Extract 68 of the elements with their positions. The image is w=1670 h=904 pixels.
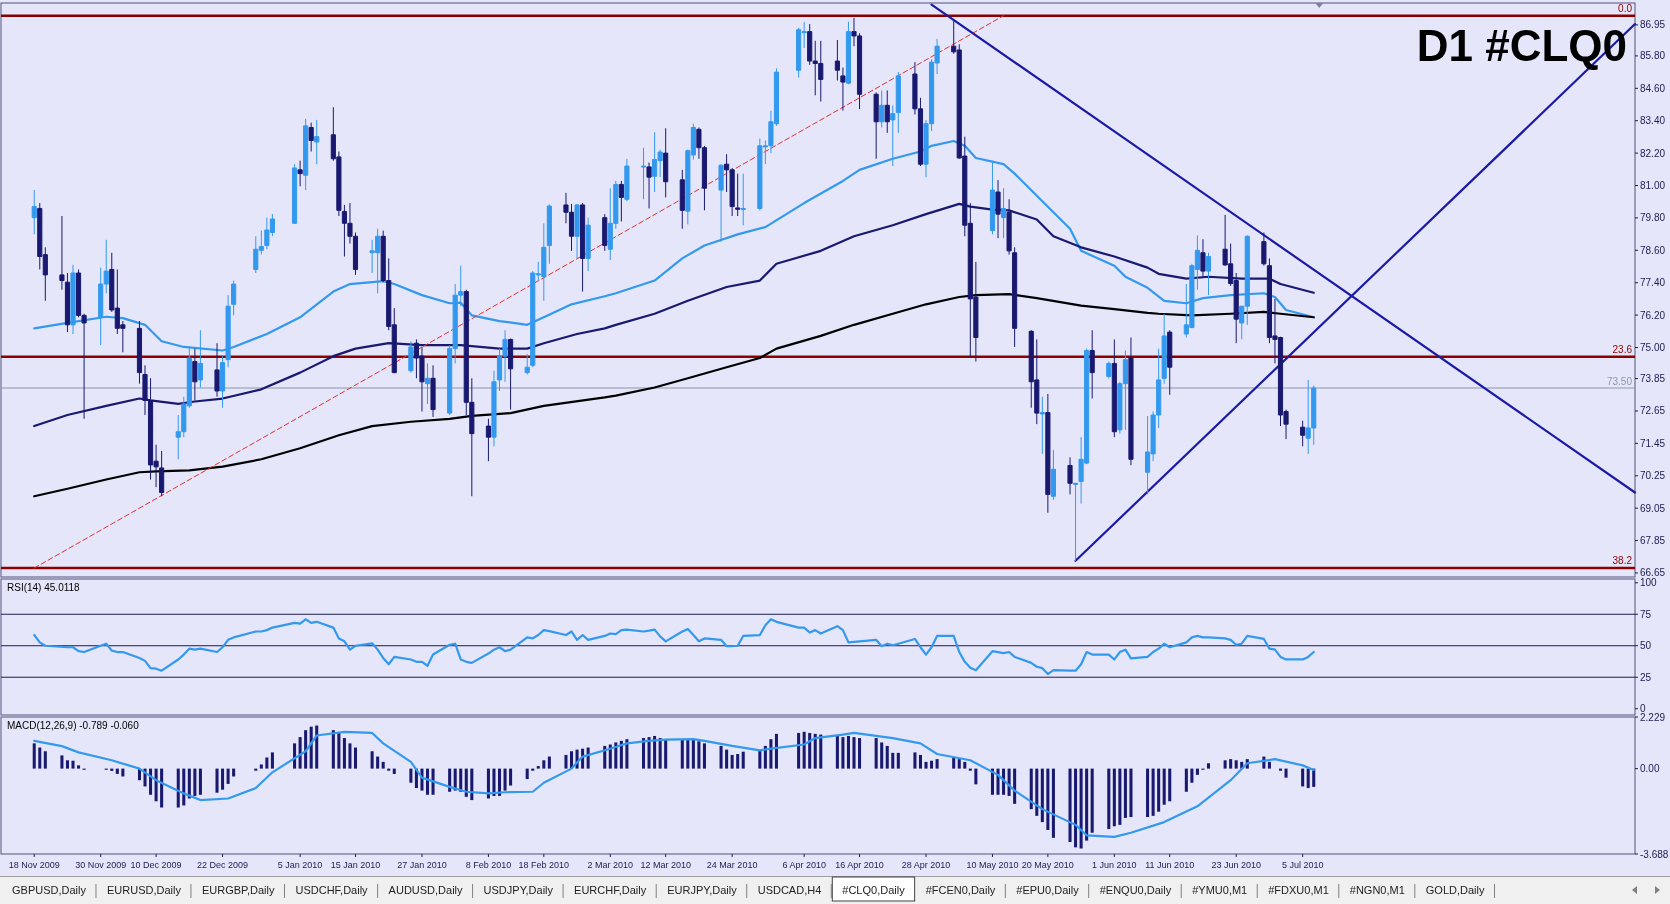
text: #ENQU0,Daily (1099, 884, 1172, 896)
x-tick-label: 28 Apr 2010 (901, 860, 951, 870)
x-tick-label: 23 Jun 2010 (1211, 860, 1261, 870)
text: AUDUSD,Daily (388, 884, 464, 896)
y-tick-label: -3.688 (1640, 848, 1669, 860)
text: EURCHF,Daily (574, 884, 647, 896)
x-tick-label: 8 Feb 2010 (465, 860, 512, 870)
x-tick-label: 1 Jun 2010 (1092, 860, 1137, 870)
text: #FDXU0,M1 (1268, 884, 1329, 896)
annotation: 23.6 (1612, 343, 1633, 355)
text: GOLD,Daily (1425, 884, 1485, 896)
y-tick-label: 0.00 (1640, 763, 1660, 775)
chart-title: RSI(14) 45.0118 (7, 582, 81, 593)
x-tick-label: 10 May 2010 (966, 860, 1019, 870)
y-tick-label: 79.80 (1640, 212, 1666, 224)
text: EURUSD,Daily (106, 884, 182, 896)
y-tick-label: 77.40 (1640, 277, 1666, 289)
y-tick-label: 67.85 (1640, 535, 1666, 547)
y-tick-label: 71.45 (1640, 437, 1666, 449)
y-tick-label: 25 (1640, 671, 1652, 683)
text: EURGBP,Daily (201, 884, 275, 896)
x-tick-label: 10 Dec 2009 (130, 860, 182, 870)
x-tick-label: 18 Nov 2009 (8, 860, 60, 870)
x-tick-label: 12 Mar 2010 (640, 860, 691, 870)
text: USDJPY,Daily (483, 884, 554, 896)
annotation: 38.2 (1612, 555, 1633, 567)
y-tick-label: 100 (1640, 577, 1658, 589)
y-tick-label: 85.80 (1640, 50, 1666, 62)
text: #FCEN0,Daily (925, 884, 996, 896)
y-tick-label: 70.25 (1640, 470, 1666, 482)
x-tick-label: 24 Mar 2010 (706, 860, 758, 870)
x-tick-label: 15 Jan 2010 (330, 860, 381, 870)
text: EURJPY,Daily (667, 884, 738, 896)
y-tick-label: 86.95 (1640, 19, 1666, 31)
x-tick-label: 30 Nov 2009 (75, 860, 127, 870)
text: #YMU0,M1 (1192, 884, 1248, 896)
annotation: 0.0 (1618, 2, 1633, 14)
x-tick-label: 27 Jan 2010 (397, 860, 447, 870)
y-tick-label: 75.00 (1640, 342, 1666, 354)
y-tick-label: 78.60 (1640, 244, 1666, 256)
text: USDCAD,H4 (757, 884, 822, 896)
x-tick-label: 16 Apr 2010 (835, 860, 884, 870)
x-tick-label: 2 Mar 2010 (587, 860, 634, 870)
x-tick-label: 18 Feb 2010 (518, 860, 570, 870)
y-tick-label: 83.40 (1640, 115, 1666, 127)
y-tick-label: 82.20 (1640, 147, 1666, 159)
y-tick-label: 75 (1640, 608, 1652, 620)
y-tick-label: 66.65 (1640, 567, 1666, 579)
x-tick-label: 5 Jan 2010 (277, 860, 323, 870)
text: #EPU0,Daily (1016, 884, 1080, 896)
text: #CLQ0,Daily (842, 884, 906, 896)
y-tick-label: 84.60 (1640, 82, 1666, 94)
text: USDCHF,Daily (295, 884, 369, 896)
y-tick-label: 50 (1640, 640, 1652, 652)
y-tick-label: 76.20 (1640, 309, 1666, 321)
y-tick-label: 81.00 (1640, 180, 1666, 192)
y-tick-label: 73.85 (1640, 373, 1666, 385)
chart-title: MACD(12,26,9) -0.789 -0.060 (7, 720, 140, 731)
x-tick-label: 11 Jun 2010 (1145, 860, 1195, 870)
text: #NGN0,M1 (1349, 884, 1405, 896)
text: GBPUSD,Daily (12, 884, 87, 896)
x-tick-label: 22 Dec 2009 (197, 860, 249, 870)
x-tick-label: 20 May 2010 (1021, 860, 1074, 870)
y-tick-label: 69.05 (1640, 502, 1666, 514)
x-tick-label: 5 Jul 2010 (1281, 860, 1324, 870)
ref-line-label: 73.50 (1606, 376, 1633, 388)
x-tick-label: 6 Apr 2010 (782, 860, 826, 870)
y-tick-label: 72.65 (1640, 405, 1666, 417)
